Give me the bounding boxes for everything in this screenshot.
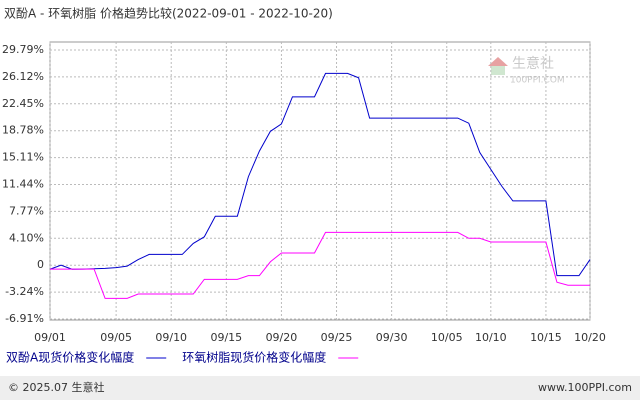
x-tick-label: 09/05 [100,331,132,344]
y-tick-label: 0 [37,258,44,271]
y-tick-label: -3.24% [5,285,44,298]
series-line [50,231,590,299]
footer-left: © 2025.07 生意社 [8,380,104,394]
y-tick-label: 11.44% [2,178,44,191]
x-tick-label: 09/25 [321,331,353,344]
plot-frame [49,41,591,321]
chart-title: 双酚A - 环氧树脂 价格趋势比较(2022-09-01 - 2022-10-2… [4,6,333,21]
y-tick-label: -6.91% [5,312,44,325]
watermark: 生意社 100PPI.COM [488,55,565,86]
x-tick-label: 09/10 [155,331,187,344]
legend-label: 双酚A现货价格变化幅度 [6,350,134,365]
y-tick-label: 15.11% [2,151,44,164]
y-tick-label: 29.79% [2,43,44,56]
x-tick-label: 09/20 [266,331,298,344]
watermark-name: 生意社 [512,55,554,72]
footer-right: www.100PPI.com [538,381,632,394]
y-tick-label: 22.45% [2,97,44,110]
legend-label: 环氧树脂现货价格变化幅度 [182,350,326,365]
footer-bar [0,376,640,400]
logo-icon-base [491,66,505,75]
watermark-site: 100PPI.COM [510,76,565,86]
x-tick-label: 10/05 [431,331,463,344]
x-tick-label: 10/10 [475,331,507,344]
y-tick-label: 26.12% [2,70,44,83]
x-tick-label: 09/15 [210,331,242,344]
x-tick-label: 10/15 [530,331,562,344]
series-line [49,72,591,277]
x-tick-label: 09/01 [34,331,66,344]
x-tick-label: 10/20 [574,331,606,344]
x-tick-label: 09/30 [376,331,408,344]
y-tick-label: 7.77% [9,204,44,217]
y-tick-label: 18.78% [2,124,44,137]
logo-icon [488,57,508,66]
y-tick-label: 4.10% [9,231,44,244]
